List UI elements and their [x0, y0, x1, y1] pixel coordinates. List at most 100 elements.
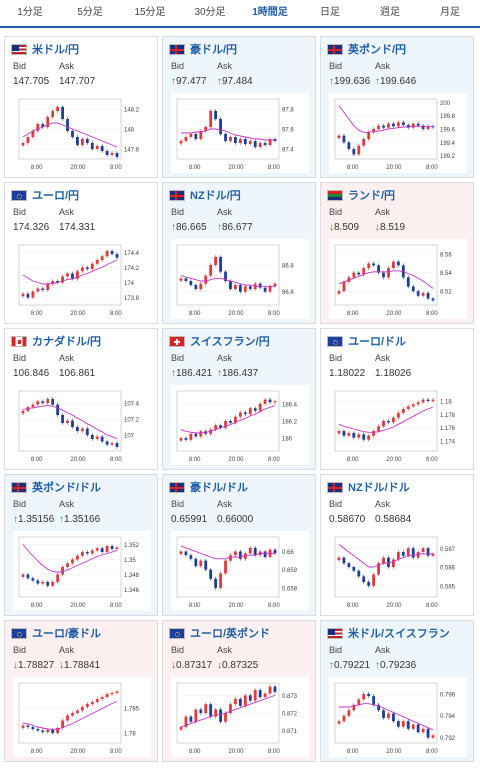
- currency-pair-link[interactable]: ユーロ/英ポンド: [190, 628, 271, 640]
- tab-timeframe-6[interactable]: 週足: [380, 7, 400, 18]
- candle: [26, 574, 30, 579]
- candle: [219, 573, 222, 588]
- candle: [66, 119, 69, 131]
- candle: [110, 546, 114, 549]
- arrow-down-icon: ↓: [329, 222, 334, 233]
- rate-card[interactable]: カナダドル/円 Bid Ask 106.846 106.861 107.4 107.2 107…: [4, 328, 158, 470]
- rate-card[interactable]: 豪ドル/ドル Bid Ask 0.65991 0.66000 0.66 0.659 0.658…: [162, 474, 316, 616]
- rate-card[interactable]: ユーロ/英ポンド Bid Ask ↓0.87317 ↓0.87325 0.873 0.872…: [162, 620, 316, 762]
- currency-pair-link[interactable]: ユーロ/ドル: [348, 336, 407, 348]
- card-header: ユーロ/英ポンド: [169, 625, 270, 641]
- candle: [337, 721, 341, 724]
- price-chart[interactable]: 97.8 97.6 97.4 8:00 20:00 8:00: [171, 93, 309, 173]
- bid-label: Bid: [13, 645, 27, 655]
- chart-frame: [334, 390, 438, 452]
- currency-pair-link[interactable]: カナダドル/円: [32, 336, 102, 348]
- price-chart[interactable]: 174.4 174.2 174 173.8 8:00 20:00 8:00: [13, 239, 151, 319]
- candle: [234, 137, 237, 143]
- currency-pair-link[interactable]: NZドル/ドル: [348, 482, 410, 494]
- card-header: ユーロ/ドル: [327, 333, 406, 349]
- x-tick-label: 20:00: [228, 311, 244, 317]
- candle: [179, 278, 183, 281]
- currency-pair-link[interactable]: 英ポンド/円: [348, 44, 407, 56]
- candle: [214, 257, 218, 265]
- tab-timeframe-7[interactable]: 月足: [440, 7, 460, 18]
- candle: [387, 557, 390, 567]
- price-chart[interactable]: 86.8 86.6 8:00 20:00 8:00: [171, 239, 309, 319]
- currency-pair-link[interactable]: 米ドル/スイスフラン: [348, 628, 450, 640]
- y-tick-label: 86.8: [282, 264, 294, 270]
- candle: [426, 399, 430, 401]
- currency-pair-link[interactable]: NZドル/円: [190, 190, 241, 202]
- ask-label: Ask: [375, 61, 391, 71]
- rate-card[interactable]: ユーロ/ドル Bid Ask 1.18022 1.18026 1.18 1.178 1.176…: [320, 328, 474, 470]
- price-chart[interactable]: 148.2 148 147.8 8:00 20:00 8:00: [13, 93, 151, 173]
- tab-timeframe-2[interactable]: 15分足: [134, 7, 166, 18]
- candle: [342, 281, 346, 292]
- price-chart[interactable]: 200 199.8 199.6 199.4 199.2 8:00 20:00 8:00: [329, 93, 467, 173]
- currency-pair-link[interactable]: 米ドル/円: [32, 44, 80, 56]
- rate-card[interactable]: NZドル/円 Bid Ask ↑86.665 ↑86.677 86.8 86.6 8:00 20…: [162, 182, 316, 324]
- candle: [416, 402, 420, 405]
- tab-timeframe-1[interactable]: 5分足: [77, 7, 103, 18]
- price-chart[interactable]: 0.587 0.586 0.585 8:00 20:00 8:00: [329, 531, 467, 611]
- rate-card[interactable]: スイスフラン/円 Bid Ask ↑186.421 ↑186.437 186.4 186.2…: [162, 328, 316, 470]
- rate-card[interactable]: 米ドル/スイスフラン Bid Ask ↑0.79221 ↑0.79236 0.796 0.7…: [320, 620, 474, 762]
- rate-card[interactable]: ランド/円 Bid Ask ↓8.509 ↓8.519 8.56 8.54 8.52 8:00 2…: [320, 182, 474, 324]
- card-header: 米ドル/円: [11, 41, 79, 57]
- price-chart[interactable]: 186.4 186.2 186 8:00 20:00 8:00: [171, 385, 309, 465]
- candle: [416, 291, 420, 296]
- price-chart[interactable]: 0.873 0.872 0.871 8:00 20:00 8:00: [171, 677, 309, 757]
- currency-pair-link[interactable]: 豪ドル/ドル: [190, 482, 249, 494]
- tab-timeframe-5[interactable]: 日足: [320, 7, 340, 18]
- candle: [382, 421, 385, 427]
- y-tick-label: 199.2: [440, 154, 456, 160]
- candle: [199, 131, 203, 139]
- tab-timeframe-3[interactable]: 30分足: [194, 7, 226, 18]
- arrow-up-icon: ↑: [171, 76, 176, 87]
- rate-card[interactable]: 豪ドル/円 Bid Ask ↑97.477 ↑97.484 97.8 97.6 97.4 8:0…: [162, 36, 316, 178]
- price-chart[interactable]: 107.4 107.2 107 8:00 20:00 8:00: [13, 385, 151, 465]
- bid-label: Bid: [13, 499, 27, 509]
- rate-card[interactable]: 英ポンド/円 Bid Ask ↑199.636 ↑199.646 200 199.8 199.…: [320, 36, 474, 178]
- price-chart[interactable]: 8.56 8.54 8.52 8:00 20:00 8:00: [329, 239, 467, 319]
- currency-pair-link[interactable]: ランド/円: [348, 190, 396, 202]
- rate-card[interactable]: 米ドル/円 Bid Ask 147.705 147.707 148.2 148 147.8 8:…: [4, 36, 158, 178]
- candle: [248, 547, 252, 554]
- candle: [372, 696, 376, 705]
- candle: [342, 557, 346, 564]
- price-chart[interactable]: 1.785 1.78 8:00 20:00 8:00: [13, 677, 151, 757]
- currency-pair-link[interactable]: 豪ドル/円: [190, 44, 238, 56]
- currency-pair-link[interactable]: 英ポンド/ドル: [32, 482, 102, 494]
- rate-card[interactable]: NZドル/ドル Bid Ask 0.58670 0.58684 0.587 0.586 0.5…: [320, 474, 474, 616]
- rate-card[interactable]: 英ポンド/ドル Bid Ask ↑1.35156 ↑1.35166 1.352 1.35 1.…: [4, 474, 158, 616]
- currency-pair-link[interactable]: スイスフラン/円: [190, 336, 270, 348]
- price-chart[interactable]: 0.66 0.659 0.658 8:00 20:00 8:00: [171, 531, 309, 611]
- currency-pair-link[interactable]: ユーロ/円: [32, 190, 80, 202]
- candle: [224, 421, 227, 428]
- y-tick-label: 0.873: [282, 694, 298, 700]
- y-tick-label: 173.8: [124, 296, 140, 302]
- price-chart[interactable]: 1.352 1.35 1.348 1.346 8:00 20:00 8:00: [13, 531, 151, 611]
- ask-value: 0.58684: [375, 514, 412, 525]
- x-tick-label: 8:00: [347, 749, 359, 755]
- candle: [219, 425, 222, 428]
- card-header: 米ドル/スイスフラン: [327, 625, 450, 641]
- candle: [396, 413, 400, 418]
- candle: [219, 119, 222, 134]
- candle: [51, 399, 55, 405]
- tab-timeframe-4[interactable]: 1時間足: [240, 0, 300, 28]
- x-tick-label: 8:00: [426, 603, 438, 609]
- rate-card[interactable]: ユーロ/豪ドル Bid Ask ↓1.78827 ↓1.78841 1.785 1.78 8:…: [4, 620, 158, 762]
- candle: [258, 143, 262, 147]
- candle: [110, 153, 114, 155]
- tab-timeframe-0[interactable]: 1分足: [17, 7, 43, 18]
- y-tick-label: 97.8: [282, 108, 294, 114]
- price-chart[interactable]: 1.18 1.178 1.176 1.174 8:00 20:00 8:00: [329, 385, 467, 465]
- candle: [41, 124, 45, 127]
- price-chart[interactable]: 0.796 0.794 0.792 8:00 20:00 8:00: [329, 677, 467, 757]
- rate-card[interactable]: ユーロ/円 Bid Ask 174.326 174.331 174.4 174.2 174 17…: [4, 182, 158, 324]
- currency-pair-link[interactable]: ユーロ/豪ドル: [32, 628, 102, 640]
- arrow-down-icon: ↓: [13, 660, 18, 671]
- x-tick-label: 8:00: [110, 165, 122, 171]
